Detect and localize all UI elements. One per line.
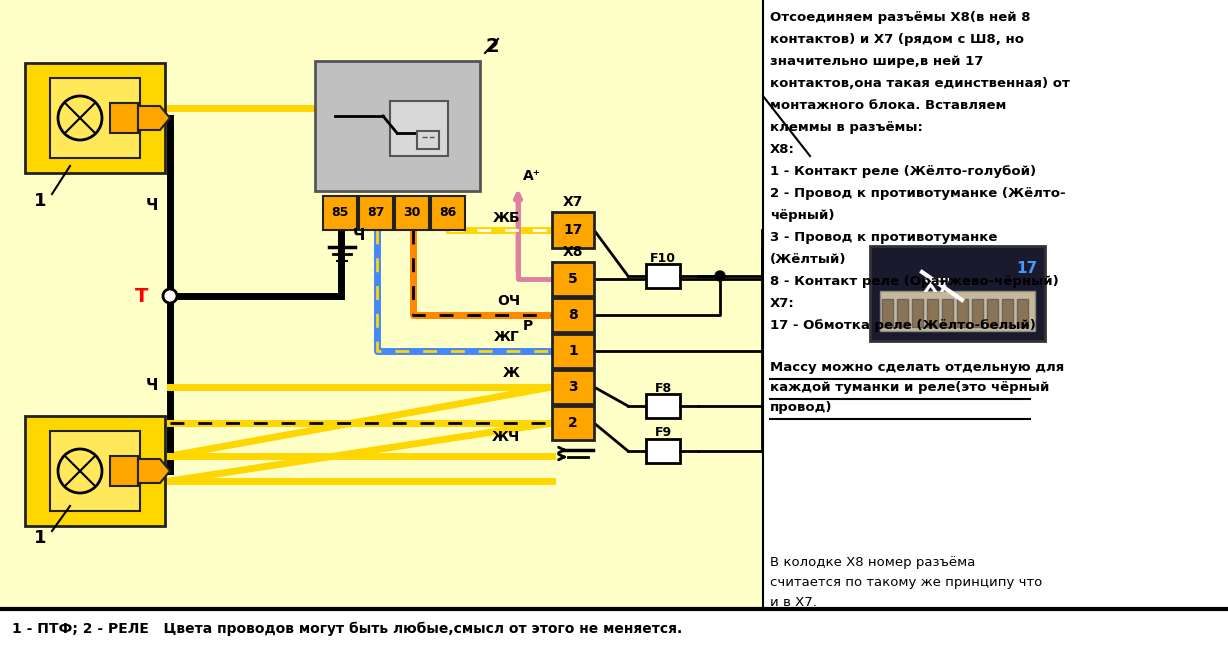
Bar (323, 196, 357, 230)
Text: 86: 86 (440, 206, 457, 220)
Bar (391, 101, 448, 156)
Bar (646, 264, 680, 288)
Text: В колодке Х8 номер разъёма: В колодке Х8 номер разъёма (770, 556, 975, 569)
Bar (1017, 299, 1028, 327)
Bar (880, 291, 1035, 331)
Text: Х8:: Х8: (770, 143, 795, 156)
Bar (553, 212, 594, 248)
Text: 1: 1 (33, 192, 47, 210)
Text: контактов) и Х7 (рядом с Ш8, но: контактов) и Х7 (рядом с Ш8, но (770, 33, 1024, 46)
Text: контактов,она такая единственная) от: контактов,она такая единственная) от (770, 77, 1070, 90)
Text: 17 - Обмотка реле (Жёлто-белый): 17 - Обмотка реле (Жёлто-белый) (770, 319, 1036, 332)
Text: Массу можно сделать отдельную для: Массу можно сделать отдельную для (770, 361, 1065, 374)
Text: 1: 1 (33, 529, 47, 547)
Bar (646, 394, 680, 418)
Bar (25, 63, 165, 173)
Bar (942, 299, 953, 327)
Text: 2: 2 (569, 416, 578, 430)
Bar (957, 299, 968, 327)
Text: клеммы в разъёмы:: клеммы в разъёмы: (770, 121, 923, 134)
Text: Х8: Х8 (562, 245, 583, 259)
Text: ЖЧ: ЖЧ (491, 430, 519, 444)
Text: Отсоединяем разъёмы Х8(в ней 8: Отсоединяем разъёмы Х8(в ней 8 (770, 11, 1030, 24)
Text: и в Х7.: и в Х7. (770, 596, 817, 609)
Text: 17: 17 (564, 223, 583, 237)
Text: 30: 30 (403, 206, 421, 220)
Text: Ж: Ж (503, 366, 519, 380)
Bar (912, 299, 923, 327)
Text: 87: 87 (367, 206, 384, 220)
Text: Р: Р (523, 319, 533, 333)
Text: F10: F10 (650, 252, 675, 264)
Text: Х7: Х7 (922, 276, 952, 296)
Text: F8: F8 (655, 382, 672, 394)
Bar (553, 334, 594, 368)
Bar (0, 609, 1228, 666)
Text: 1 - Контакт реле (Жёлто-голубой): 1 - Контакт реле (Жёлто-голубой) (770, 165, 1036, 178)
Bar (763, 0, 1228, 609)
Text: ЖГ: ЖГ (494, 330, 519, 344)
Polygon shape (138, 106, 169, 130)
Bar (553, 406, 594, 440)
Bar (882, 299, 893, 327)
Text: 85: 85 (332, 206, 349, 220)
Text: Ч: Ч (146, 378, 158, 394)
Bar (316, 61, 480, 191)
Bar (50, 431, 140, 511)
Bar (0, 0, 763, 609)
Text: 8: 8 (569, 308, 578, 322)
Bar (553, 370, 594, 404)
Bar (395, 196, 429, 230)
Bar (359, 196, 393, 230)
Text: ЖБ: ЖБ (492, 211, 519, 225)
Bar (896, 299, 907, 327)
Bar (553, 262, 594, 296)
Text: монтажного блока. Вставляем: монтажного блока. Вставляем (770, 99, 1007, 112)
Bar (927, 299, 938, 327)
Bar (553, 298, 594, 332)
Text: F9: F9 (655, 426, 672, 440)
Circle shape (163, 289, 177, 303)
Text: Т: Т (135, 286, 149, 306)
Text: 5: 5 (569, 272, 578, 286)
Bar (987, 299, 998, 327)
Text: 1: 1 (569, 344, 578, 358)
Text: ОЧ: ОЧ (497, 294, 519, 308)
Bar (1002, 299, 1013, 327)
Text: считается по такому же принципу что: считается по такому же принципу что (770, 576, 1043, 589)
Text: Ч: Ч (352, 228, 365, 244)
Bar (50, 78, 140, 158)
Bar (418, 131, 438, 149)
Polygon shape (138, 459, 169, 483)
Text: провод): провод) (770, 401, 833, 414)
Text: Х7:: Х7: (770, 297, 795, 310)
Bar (25, 416, 165, 526)
Bar (431, 196, 465, 230)
Bar (111, 456, 138, 486)
Text: Х7: Х7 (562, 195, 583, 209)
Circle shape (715, 271, 725, 281)
Text: (Жёлтый): (Жёлтый) (770, 253, 846, 266)
Text: 1 - ПТФ; 2 - РЕЛЕ   Цвета проводов могут быть любые,смысл от этого не меняется.: 1 - ПТФ; 2 - РЕЛЕ Цвета проводов могут б… (12, 622, 683, 636)
Text: 2 - Провод к противотуманке (Жёлто-: 2 - Провод к противотуманке (Жёлто- (770, 187, 1066, 200)
Text: А⁺: А⁺ (523, 169, 542, 183)
Text: 3: 3 (569, 380, 578, 394)
Text: Ч: Ч (146, 198, 158, 214)
Bar (869, 246, 1045, 341)
Text: значительно шире,в ней 17: значительно шире,в ней 17 (770, 55, 984, 68)
Text: 8 - Контакт реле (Оранжево-чёрный): 8 - Контакт реле (Оранжево-чёрный) (770, 275, 1059, 288)
Bar (973, 299, 982, 327)
Text: чёрный): чёрный) (770, 209, 835, 222)
Bar (646, 439, 680, 463)
Text: 3 - Провод к противотуманке: 3 - Провод к противотуманке (770, 231, 997, 244)
Text: 2: 2 (485, 37, 499, 55)
Text: 17: 17 (1016, 261, 1036, 276)
Text: каждой туманки и реле(это чёрный: каждой туманки и реле(это чёрный (770, 381, 1050, 394)
Bar (111, 103, 138, 133)
